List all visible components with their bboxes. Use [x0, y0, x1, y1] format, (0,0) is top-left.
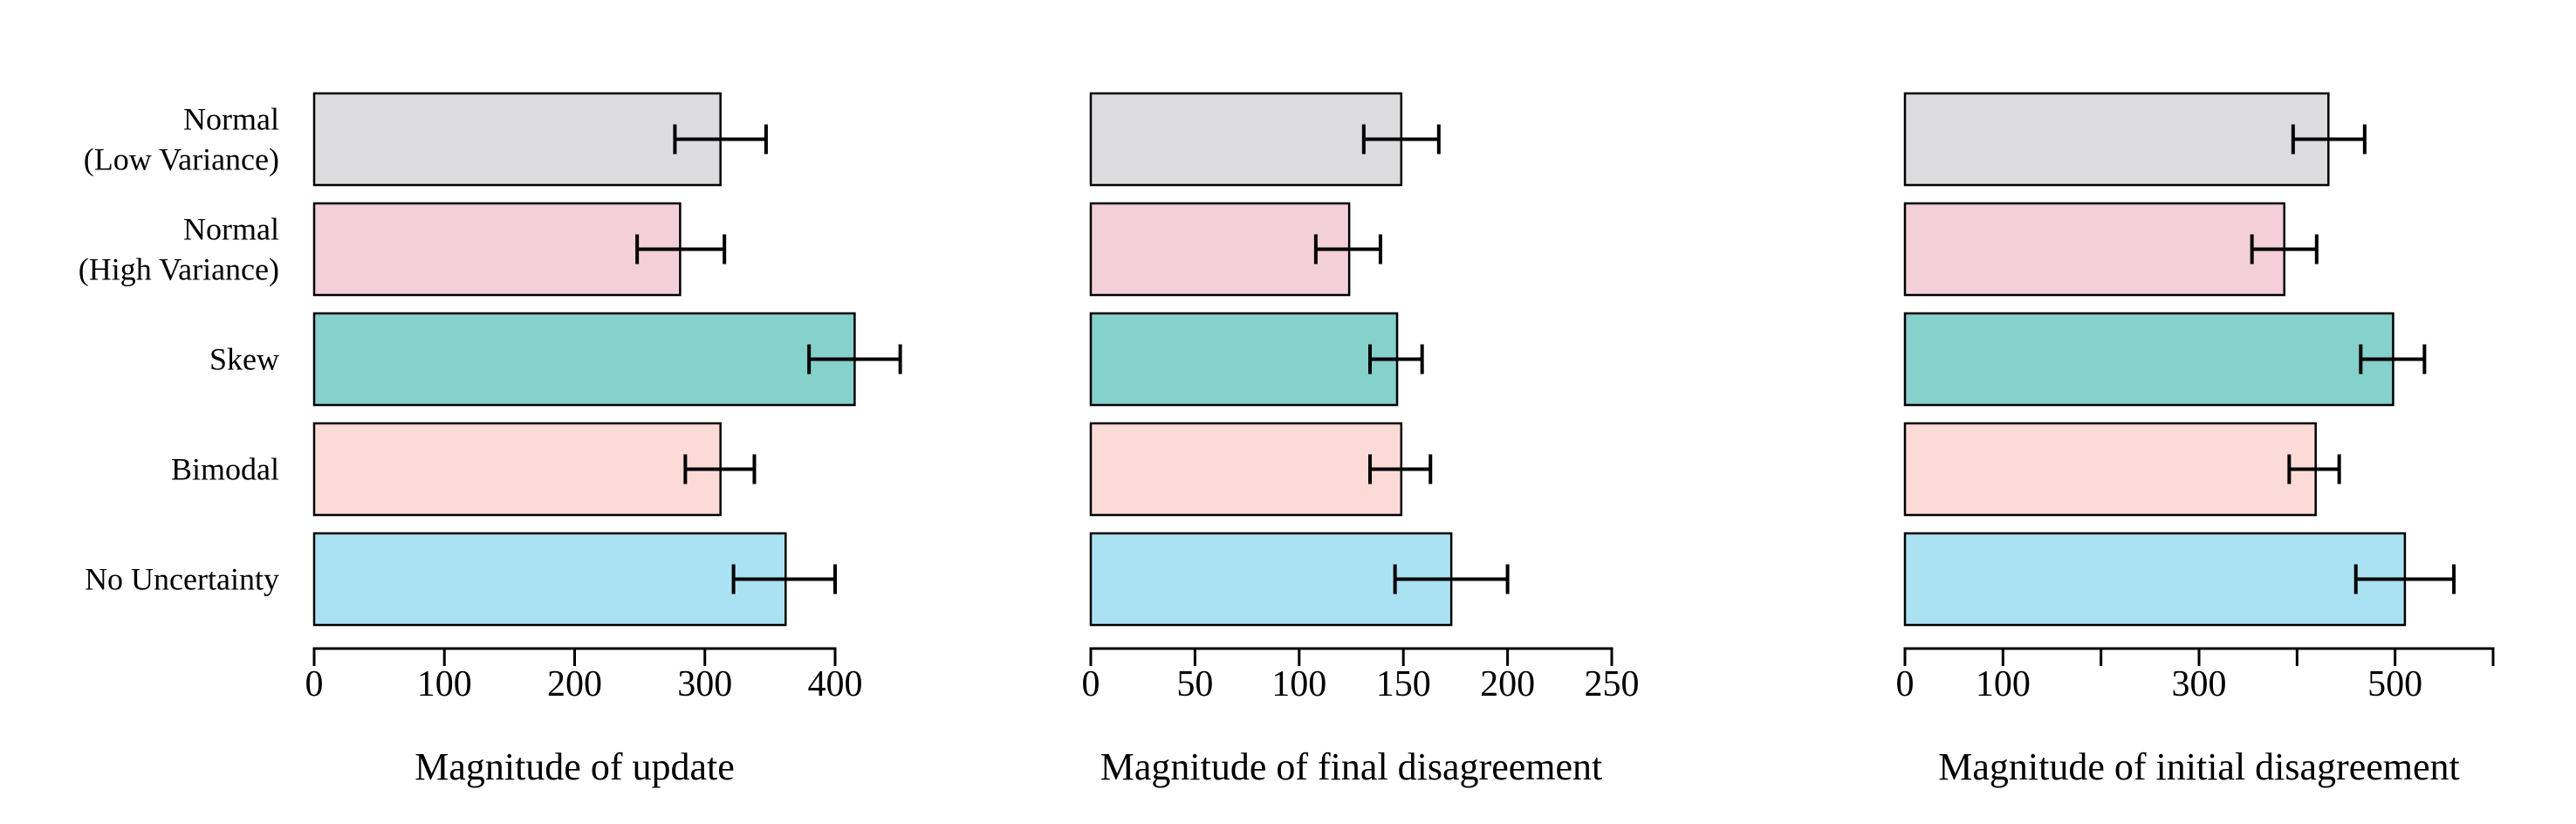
- bar: [1903, 312, 2394, 407]
- x-axis-title: Magnitude of update: [414, 745, 735, 788]
- x-tick-label: 300: [2172, 664, 2227, 704]
- bar: [312, 92, 722, 187]
- x-tick-label: 100: [1976, 664, 2031, 704]
- category-label: No Uncertainty: [85, 562, 279, 597]
- category-label: (Low Variance): [84, 142, 279, 177]
- x-tick-label: 400: [808, 664, 863, 704]
- category-label: Skew: [209, 342, 279, 377]
- x-tick-label: 0: [1896, 664, 1915, 704]
- x-tick-label: 300: [677, 664, 732, 704]
- category-label: (High Variance): [79, 252, 279, 287]
- x-tick-label: 200: [547, 664, 602, 704]
- category-label: Normal: [183, 102, 279, 137]
- x-tick-label: 500: [2367, 664, 2422, 704]
- category-label: Normal: [183, 212, 279, 247]
- bar: [312, 202, 682, 297]
- bar: [1903, 532, 2407, 627]
- bar: [1903, 422, 2317, 517]
- bar: [1089, 202, 1351, 297]
- bar: [1089, 422, 1403, 517]
- x-tick-label: 50: [1176, 664, 1213, 704]
- bar: [312, 422, 722, 517]
- bar: [1903, 92, 2330, 187]
- bar: [1903, 202, 2285, 297]
- x-axis-title: Magnitude of final disagreement: [1100, 745, 1602, 788]
- x-axis-title: Magnitude of initial disagreement: [1938, 745, 2460, 788]
- x-tick-label: 100: [417, 664, 472, 704]
- x-tick-label: 250: [1585, 664, 1640, 704]
- bar: [1089, 312, 1399, 407]
- x-tick-label: 0: [1082, 664, 1100, 704]
- x-tick-label: 100: [1271, 664, 1326, 704]
- x-tick-label: 150: [1376, 664, 1431, 704]
- bar: [1089, 92, 1403, 187]
- bar: [312, 532, 787, 627]
- x-tick-label: 0: [305, 664, 324, 704]
- x-tick-label: 200: [1480, 664, 1535, 704]
- category-label: Bimodal: [171, 452, 279, 487]
- bar: [312, 312, 856, 407]
